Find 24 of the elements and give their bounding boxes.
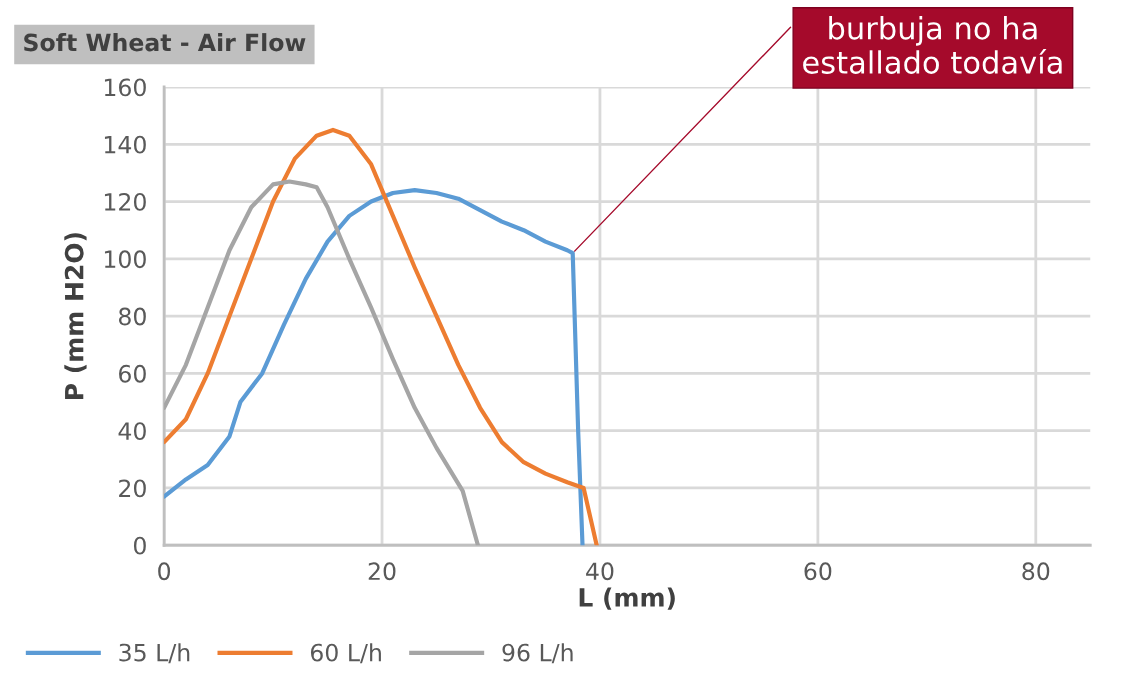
- x-tick-label: 80: [1022, 562, 1050, 581]
- y-tick-label: 140: [104, 135, 146, 154]
- chart-title: Soft Wheat - Air Flow: [24, 33, 306, 52]
- legend-label: 60 L/h: [310, 643, 381, 664]
- y-tick-label: 160: [104, 78, 146, 97]
- y-axis-title: P (mm H2O): [64, 233, 87, 399]
- y-tick-label: 0: [133, 536, 146, 555]
- line-series: [164, 188, 585, 546]
- y-tick-label: 40: [118, 422, 146, 440]
- line-series: [164, 127, 599, 546]
- line-series: [164, 179, 480, 546]
- x-tick-label: 0: [158, 562, 171, 581]
- x-axis-title: L (mm): [579, 587, 675, 610]
- y-tick-label: 120: [104, 193, 146, 211]
- legend-label: 35 L/h: [119, 643, 190, 664]
- y-tick-label: 60: [119, 364, 146, 383]
- x-tick-label: 60: [804, 562, 832, 581]
- legend-label: 96 L/h: [502, 643, 573, 664]
- x-tick-label: 40: [586, 562, 614, 581]
- annotation: burbuja no ha estallado todavía: [803, 16, 1062, 74]
- y-tick-label: 20: [119, 479, 146, 498]
- y-tick-label: 100: [104, 250, 146, 269]
- y-tick-label: 80: [118, 307, 146, 326]
- x-tick-label: 20: [368, 562, 396, 581]
